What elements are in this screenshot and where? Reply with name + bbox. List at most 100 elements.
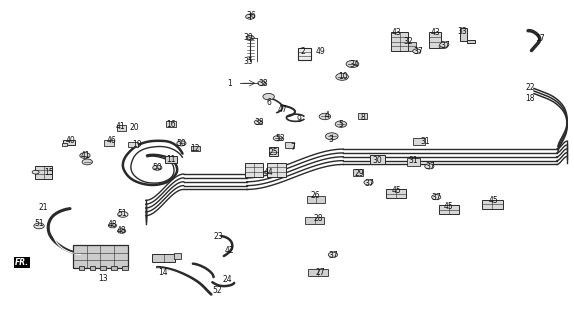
Text: 26: 26 bbox=[311, 191, 320, 200]
Text: 32: 32 bbox=[404, 37, 413, 46]
Bar bbox=[117, 125, 126, 131]
Circle shape bbox=[177, 141, 186, 146]
Circle shape bbox=[432, 195, 441, 200]
Circle shape bbox=[82, 159, 92, 165]
Text: 43: 43 bbox=[391, 28, 401, 36]
Bar bbox=[269, 147, 278, 156]
Circle shape bbox=[364, 180, 373, 185]
Bar bbox=[267, 163, 286, 177]
Text: 37: 37 bbox=[426, 162, 435, 171]
Text: 5: 5 bbox=[339, 120, 343, 129]
Text: 43: 43 bbox=[430, 28, 440, 36]
Text: 9: 9 bbox=[296, 115, 301, 124]
Text: 39: 39 bbox=[243, 33, 253, 42]
Text: 37: 37 bbox=[432, 193, 441, 202]
Bar bbox=[104, 140, 114, 146]
Text: 30: 30 bbox=[373, 156, 382, 165]
Text: 37: 37 bbox=[413, 47, 422, 56]
Text: 45: 45 bbox=[444, 202, 453, 211]
Text: 41: 41 bbox=[116, 122, 125, 131]
Text: 13: 13 bbox=[99, 274, 108, 283]
Bar bbox=[165, 156, 177, 163]
Bar bbox=[391, 32, 408, 51]
Bar bbox=[358, 113, 367, 119]
Text: 7: 7 bbox=[290, 143, 295, 152]
Circle shape bbox=[328, 252, 338, 257]
Text: 37: 37 bbox=[328, 252, 338, 260]
Text: 37: 37 bbox=[365, 179, 374, 188]
Bar bbox=[245, 163, 263, 177]
Text: 12: 12 bbox=[191, 144, 200, 153]
Circle shape bbox=[273, 136, 282, 141]
Text: 44: 44 bbox=[264, 168, 273, 177]
Circle shape bbox=[319, 113, 331, 120]
Circle shape bbox=[425, 164, 434, 169]
Text: 21: 21 bbox=[39, 203, 48, 212]
Text: 40: 40 bbox=[65, 136, 75, 145]
Bar bbox=[35, 166, 52, 179]
Text: 8: 8 bbox=[360, 113, 365, 122]
Text: 41: 41 bbox=[80, 151, 90, 160]
Bar bbox=[62, 143, 67, 146]
Text: 28: 28 bbox=[313, 214, 323, 223]
Circle shape bbox=[118, 229, 126, 233]
Text: 23: 23 bbox=[214, 232, 223, 241]
Bar bbox=[413, 138, 425, 145]
Bar bbox=[353, 169, 363, 176]
Text: 34: 34 bbox=[350, 60, 359, 68]
Text: 47: 47 bbox=[278, 105, 287, 114]
Text: 35: 35 bbox=[243, 57, 253, 66]
Text: 49: 49 bbox=[316, 47, 325, 56]
Bar bbox=[166, 121, 176, 127]
Text: 48: 48 bbox=[108, 220, 117, 229]
Text: 24: 24 bbox=[223, 275, 232, 284]
Text: 15: 15 bbox=[45, 168, 54, 177]
Text: 50: 50 bbox=[177, 139, 186, 148]
Text: 51: 51 bbox=[117, 209, 126, 218]
Bar bbox=[308, 269, 328, 276]
Text: 36: 36 bbox=[247, 11, 256, 20]
Text: 1: 1 bbox=[227, 79, 232, 88]
Text: 18: 18 bbox=[526, 94, 535, 103]
Bar bbox=[305, 217, 324, 224]
Text: 38: 38 bbox=[255, 118, 264, 127]
Text: 38: 38 bbox=[258, 79, 267, 88]
Text: 52: 52 bbox=[212, 286, 222, 295]
Text: 16: 16 bbox=[166, 120, 176, 129]
Text: 2: 2 bbox=[301, 47, 305, 56]
Text: 31: 31 bbox=[409, 156, 418, 165]
Text: 53: 53 bbox=[276, 134, 285, 143]
Circle shape bbox=[108, 223, 117, 228]
Bar bbox=[174, 253, 181, 259]
Bar bbox=[386, 189, 406, 198]
Text: 11: 11 bbox=[166, 155, 176, 164]
Circle shape bbox=[80, 153, 90, 158]
Text: 22: 22 bbox=[526, 83, 535, 92]
Circle shape bbox=[153, 165, 162, 170]
Text: 14: 14 bbox=[158, 268, 168, 277]
Text: 29: 29 bbox=[355, 169, 364, 178]
Bar bbox=[90, 266, 95, 270]
Bar bbox=[285, 142, 294, 148]
Text: 3: 3 bbox=[328, 135, 333, 144]
Text: FR.: FR. bbox=[15, 258, 29, 267]
Bar bbox=[152, 253, 175, 262]
Text: 20: 20 bbox=[130, 123, 139, 132]
Text: 17: 17 bbox=[535, 34, 544, 43]
Bar bbox=[408, 42, 416, 51]
Text: 45: 45 bbox=[391, 186, 401, 195]
Bar bbox=[191, 146, 200, 151]
Bar bbox=[79, 266, 84, 270]
Text: 31: 31 bbox=[420, 137, 429, 146]
Circle shape bbox=[32, 170, 39, 174]
Text: 50: 50 bbox=[153, 163, 162, 172]
Circle shape bbox=[118, 212, 128, 217]
Bar bbox=[482, 200, 503, 209]
Text: 33: 33 bbox=[458, 27, 467, 36]
Text: 19: 19 bbox=[132, 140, 141, 149]
Text: 48: 48 bbox=[117, 226, 126, 235]
Circle shape bbox=[263, 93, 274, 100]
Circle shape bbox=[34, 223, 44, 229]
Bar bbox=[370, 155, 385, 164]
Text: 6: 6 bbox=[266, 98, 271, 107]
